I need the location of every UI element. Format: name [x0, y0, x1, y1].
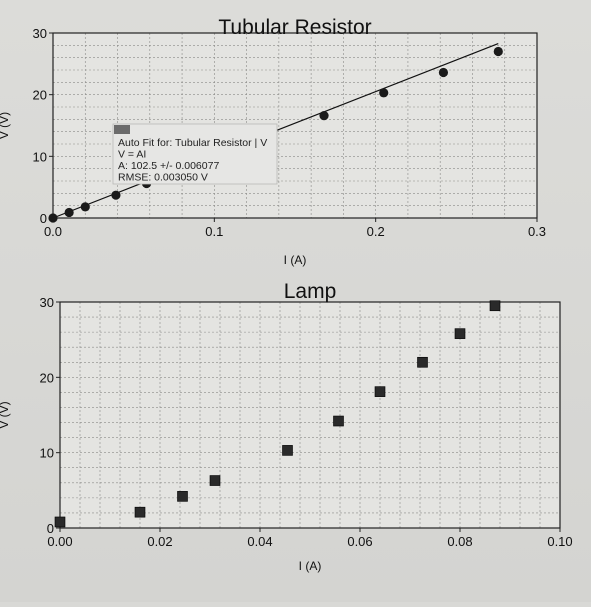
x-tick-label: 0.0	[44, 224, 62, 239]
data-point	[54, 516, 66, 528]
x-axis-label: I (A)	[284, 253, 307, 267]
x-tick-label: 0.1	[205, 224, 223, 239]
data-point	[438, 67, 449, 78]
x-tick-label: 0.3	[528, 224, 546, 239]
y-tick-label: 30	[40, 295, 54, 310]
annotation-title: Auto Fit for: Tubular Resistor | V	[118, 137, 267, 149]
chart-title: Lamp	[284, 280, 337, 303]
data-point	[134, 506, 146, 518]
data-point	[282, 445, 293, 456]
data-point	[111, 190, 121, 200]
annotation-rmse: RMSE: 0.003050 V	[118, 172, 208, 184]
annotation-panel	[112, 123, 278, 185]
x-tick-label: 0.06	[347, 534, 372, 549]
x-tick-label: 0.2	[367, 224, 385, 239]
y-tick-label: 10	[33, 149, 47, 164]
data-point	[454, 328, 466, 339]
data-point	[319, 111, 329, 121]
data-point	[374, 386, 386, 397]
plot-frame	[59, 301, 561, 529]
x-axis-label: I (A)	[299, 559, 322, 573]
y-tick-label: 10	[40, 446, 54, 461]
data-point	[333, 415, 344, 427]
annotation-close-icon	[114, 125, 130, 134]
x-tick-label: 0.04	[247, 534, 272, 549]
y-tick-label: 20	[40, 370, 54, 385]
y-tick-label: 20	[33, 88, 47, 103]
chart-title: Tubular Resistor	[218, 16, 371, 39]
tubular-resistor-chart: Tubular Resistor 0.0 0.1 0.2 0.3 0 10 20 30 I (A)…	[0, 16, 546, 267]
y-tick-label: 0	[40, 211, 47, 226]
annotation-param: A: 102.5 +/- 0.006077	[118, 160, 219, 172]
data-point	[64, 207, 74, 218]
x-tick-label: 0.02	[147, 534, 172, 549]
lamp-chart: Lamp 0.00 0.02 0.04 0.06 0.08 0.10 0 10 20 30 I (A)…	[0, 280, 573, 573]
plot-frame	[52, 32, 538, 219]
data-point	[80, 202, 90, 212]
annotation-equation: V = AI	[118, 149, 146, 161]
plot-area	[60, 302, 560, 528]
auto-fit-annotation: Auto Fit for: Tubular Resistor | VV = AI…	[112, 123, 278, 185]
data-point	[209, 475, 221, 486]
y-tick-label: 0	[47, 521, 54, 536]
x-tick-label: 0.10	[547, 534, 572, 549]
x-tick-label: 0.08	[447, 534, 472, 549]
data-point	[177, 491, 188, 502]
y-axis-label: V (V)	[0, 112, 11, 139]
data-point	[489, 300, 501, 312]
data-point	[379, 88, 389, 98]
y-axis-label: V (V)	[0, 401, 11, 428]
data-point	[48, 213, 58, 223]
x-tick-label: 0.00	[47, 534, 72, 549]
data-point	[493, 46, 503, 57]
y-tick-label: 30	[33, 26, 47, 41]
data-point	[417, 356, 428, 368]
